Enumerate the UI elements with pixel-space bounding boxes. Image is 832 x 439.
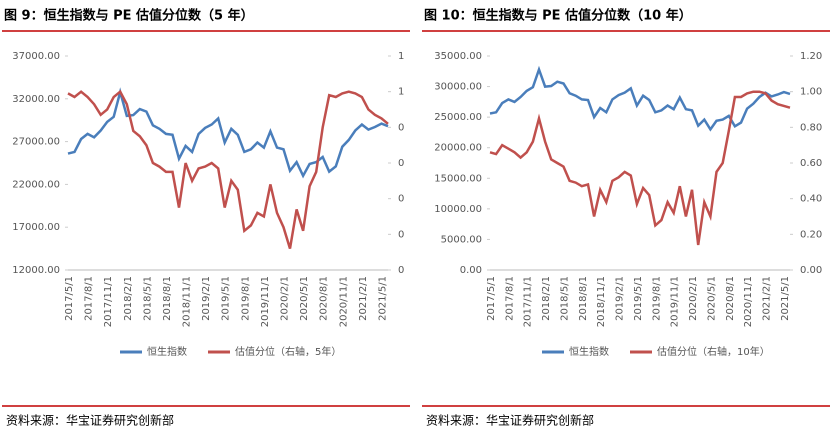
y-tick-label: 0.00: [460, 265, 482, 276]
y-tick-label: 22000.00: [12, 179, 60, 190]
x-tick-label: 2018/5/1: [142, 276, 153, 321]
x-tick-label: 2020/5/1: [299, 276, 310, 321]
x-tick-label: 2019/11/1: [260, 276, 271, 327]
y-tick-label: 37000.00: [12, 51, 60, 62]
y2-tick-label: 0: [398, 265, 404, 276]
y-tick-label: 17000.00: [12, 222, 60, 233]
y-tick-label: 10000.00: [434, 204, 482, 215]
y-tick-label: 12000.00: [12, 265, 60, 276]
legend-label: 恒生指数: [147, 345, 187, 358]
y2-tick-label: 0.60: [800, 158, 822, 169]
series-line: [489, 90, 791, 246]
x-tick-label: 2018/11/1: [182, 276, 193, 327]
y-tick-label: 15000.00: [434, 173, 482, 184]
x-tick-label: 2017/5/1: [486, 276, 497, 321]
x-tick-label: 2019/2/1: [201, 276, 212, 321]
chart-title: 图 10：恒生指数与 PE 估值分位数（10 年）: [424, 8, 692, 24]
x-tick-label: 2020/11/1: [743, 276, 754, 327]
y-tick-label: 32000.00: [12, 94, 60, 105]
x-tick-label: 2018/11/1: [596, 276, 607, 327]
x-tick-label: 2020/2/1: [280, 276, 291, 321]
y2-tick-label: 1: [398, 51, 404, 62]
y2-tick-label: 0.40: [800, 194, 822, 205]
y-tick-label: 27000.00: [12, 137, 60, 148]
x-tick-label: 2019/8/1: [651, 276, 662, 321]
legend-label: 恒生指数: [569, 345, 609, 358]
series-line: [489, 65, 791, 132]
y2-tick-label: 1.00: [800, 87, 822, 98]
source: 资料来源：华宝证券研究创新部: [6, 413, 174, 428]
y2-tick-label: 0.80: [800, 122, 822, 133]
x-tick-label: 2017/11/1: [523, 276, 534, 327]
x-tick-label: 2021/5/1: [377, 276, 388, 321]
x-tick-label: 2018/2/1: [123, 276, 134, 321]
x-tick-label: 2020/8/1: [319, 276, 330, 321]
x-tick-label: 2021/2/1: [358, 276, 369, 321]
series-line: [67, 87, 389, 179]
x-tick-label: 2020/2/1: [688, 276, 699, 321]
y2-tick-label: 0.20: [800, 229, 822, 240]
x-tick-label: 2021/2/1: [762, 276, 773, 321]
x-tick-label: 2018/5/1: [559, 276, 570, 321]
y2-tick-label: 1: [398, 87, 404, 98]
x-tick-label: 2020/11/1: [338, 276, 349, 327]
x-tick-label: 2017/11/1: [103, 276, 114, 327]
y-tick-label: 20000.00: [434, 143, 482, 154]
x-tick-label: 2018/8/1: [162, 276, 173, 321]
x-tick-label: 2019/11/1: [670, 276, 681, 327]
x-tick-label: 2019/8/1: [240, 276, 251, 321]
legend-label: 估值分位（右轴，5年）: [235, 345, 341, 358]
source: 资料来源：华宝证券研究创新部: [426, 413, 594, 428]
x-tick-label: 2017/8/1: [504, 276, 515, 321]
x-tick-label: 2019/2/1: [615, 276, 626, 321]
x-tick-label: 2020/5/1: [706, 276, 717, 321]
y2-tick-label: 0: [398, 229, 404, 240]
x-tick-label: 2020/8/1: [725, 276, 736, 321]
x-tick-label: 2018/8/1: [578, 276, 589, 321]
y-tick-label: 5000.00: [441, 234, 482, 245]
x-tick-label: 2019/5/1: [633, 276, 644, 321]
y-tick-label: 30000.00: [434, 82, 482, 93]
legend-label: 估值分位（右轴，10年）: [657, 345, 770, 358]
y2-tick-label: 0.00: [800, 265, 822, 276]
x-tick-label: 2019/5/1: [221, 276, 232, 321]
y2-tick-label: 0: [398, 158, 404, 169]
x-tick-label: 2018/2/1: [541, 276, 552, 321]
y2-tick-label: 1.20: [800, 51, 822, 62]
x-tick-label: 2021/5/1: [780, 276, 791, 321]
x-tick-label: 2017/8/1: [84, 276, 95, 321]
chart-title: 图 9：恒生指数与 PE 估值分位数（5 年）: [4, 8, 254, 24]
y2-tick-label: 0: [398, 122, 404, 133]
y2-tick-label: 0: [398, 194, 404, 205]
y-tick-label: 35000.00: [434, 51, 482, 62]
series-line: [67, 89, 389, 249]
y-tick-label: 25000.00: [434, 112, 482, 123]
x-tick-label: 2017/5/1: [64, 276, 75, 321]
